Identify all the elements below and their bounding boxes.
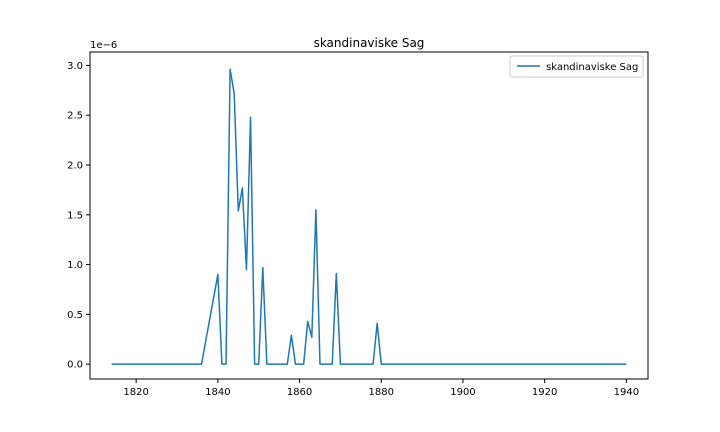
y-tick-label: 0.5 [67,310,83,321]
legend-label: skandinaviske Sag [546,62,638,73]
y-tick-label: 2.0 [67,161,83,172]
y-tick-label: 1.0 [67,260,83,271]
legend-box [509,55,644,78]
x-tick-label: 1860 [287,387,312,398]
x-tick-label: 1920 [532,387,557,398]
y-tick-label: 0.0 [67,360,83,371]
y-tick-label: 3.0 [67,61,83,72]
plot-area [90,52,648,379]
x-tick-label: 1820 [123,387,148,398]
series-layer [111,68,627,365]
plot-frame [89,51,649,380]
y-tick-label: 2.5 [67,111,83,122]
y-tick-label: 1.5 [67,210,83,221]
x-tick-label: 1880 [369,387,394,398]
y-axis: 0.0 0.5 1.0 1.5 2.0 2.5 3.0 [67,61,90,371]
x-tick-label: 1940 [614,387,639,398]
x-tick-label: 1900 [450,387,475,398]
series-line-0 [111,68,627,365]
y-offset-label: 1e−6 [90,40,117,51]
legend: skandinaviske Sag [509,55,644,78]
x-tick-label: 1840 [205,387,230,398]
chart-title: skandinaviske Sag [314,36,425,50]
x-axis: 1820 1840 1860 1880 1900 1920 1940 [123,379,639,398]
